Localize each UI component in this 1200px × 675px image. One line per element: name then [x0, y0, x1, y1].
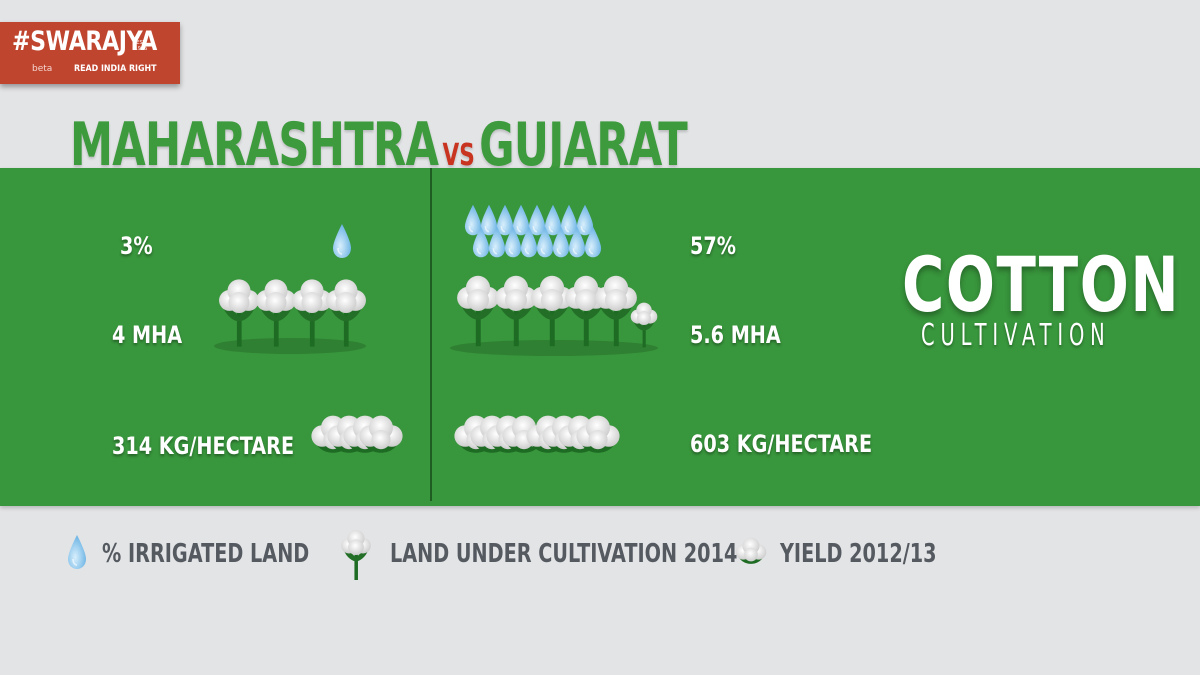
legend-label-yield: YIELD 2012/13 — [780, 539, 937, 569]
topic-title: COTTON — [902, 240, 1181, 329]
maharashtra-bolls — [311, 415, 403, 453]
maharashtra-irrigated-value: 3% — [120, 232, 153, 260]
maharashtra-drops — [332, 224, 352, 258]
ground-shadow — [450, 340, 658, 356]
legend-label-irrigated: % IRRIGATED LAND — [102, 539, 310, 569]
logo-beta: beta — [32, 64, 53, 74]
cotton-plant-icon — [531, 275, 573, 347]
gujarat-plants — [450, 275, 658, 356]
cotton-plant-icon — [565, 275, 607, 347]
gujarat-land-value: 5.6 MHA — [690, 321, 781, 349]
gujarat-yield-value: 603 KG/HECTARE — [690, 430, 873, 458]
swarajya-logo[interactable]: #SWARAJYA EST 1956 beta READ INDIA RIGHT — [0, 22, 180, 84]
water-drop-icon — [528, 204, 546, 236]
water-drop-icon — [480, 204, 498, 236]
cotton-boll-icon — [735, 537, 767, 564]
water-drop-icon — [332, 224, 352, 258]
maharashtra-yield-value: 314 KG/HECTARE — [112, 432, 295, 460]
water-drop-icon — [576, 204, 594, 236]
water-drop-icon — [464, 204, 482, 236]
logo-tagline: READ INDIA RIGHT — [74, 64, 157, 74]
water-drop-icon — [560, 204, 578, 236]
cotton-plant-icon — [495, 275, 537, 347]
cotton-plant-icon — [341, 530, 371, 580]
cotton-plant-icon — [292, 279, 332, 347]
divider — [430, 168, 432, 501]
gujarat-bolls — [454, 415, 620, 453]
gujarat-irrigated-value: 57% — [690, 232, 736, 260]
gujarat-drops — [464, 204, 602, 258]
water-drop-icon — [67, 534, 87, 570]
title-vs: VS — [442, 138, 475, 173]
logo-name: #SWARAJYA — [12, 26, 157, 57]
water-drop-icon — [512, 204, 530, 236]
cotton-plant-icon — [256, 279, 296, 347]
logo-est: EST 1956 — [134, 40, 148, 52]
water-drop-icon — [544, 204, 562, 236]
topic-subtitle: CULTIVATION — [921, 318, 1111, 353]
cotton-plant-icon — [326, 279, 366, 347]
comparison-panel: 3% 4 MHA 314 KG/HECTARE 57% — [0, 168, 1200, 506]
cotton-plant-icon — [457, 275, 499, 347]
maharashtra-land-value: 4 MHA — [112, 321, 183, 349]
cotton-plant-icon — [630, 302, 658, 348]
water-drop-icon — [496, 204, 514, 236]
cotton-plant-icon — [595, 275, 637, 347]
maharashtra-plants — [214, 279, 366, 354]
legend-label-land: LAND UNDER CULTIVATION 2014 — [390, 539, 738, 569]
ground-shadow — [214, 338, 366, 354]
cotton-plant-icon — [219, 279, 259, 347]
